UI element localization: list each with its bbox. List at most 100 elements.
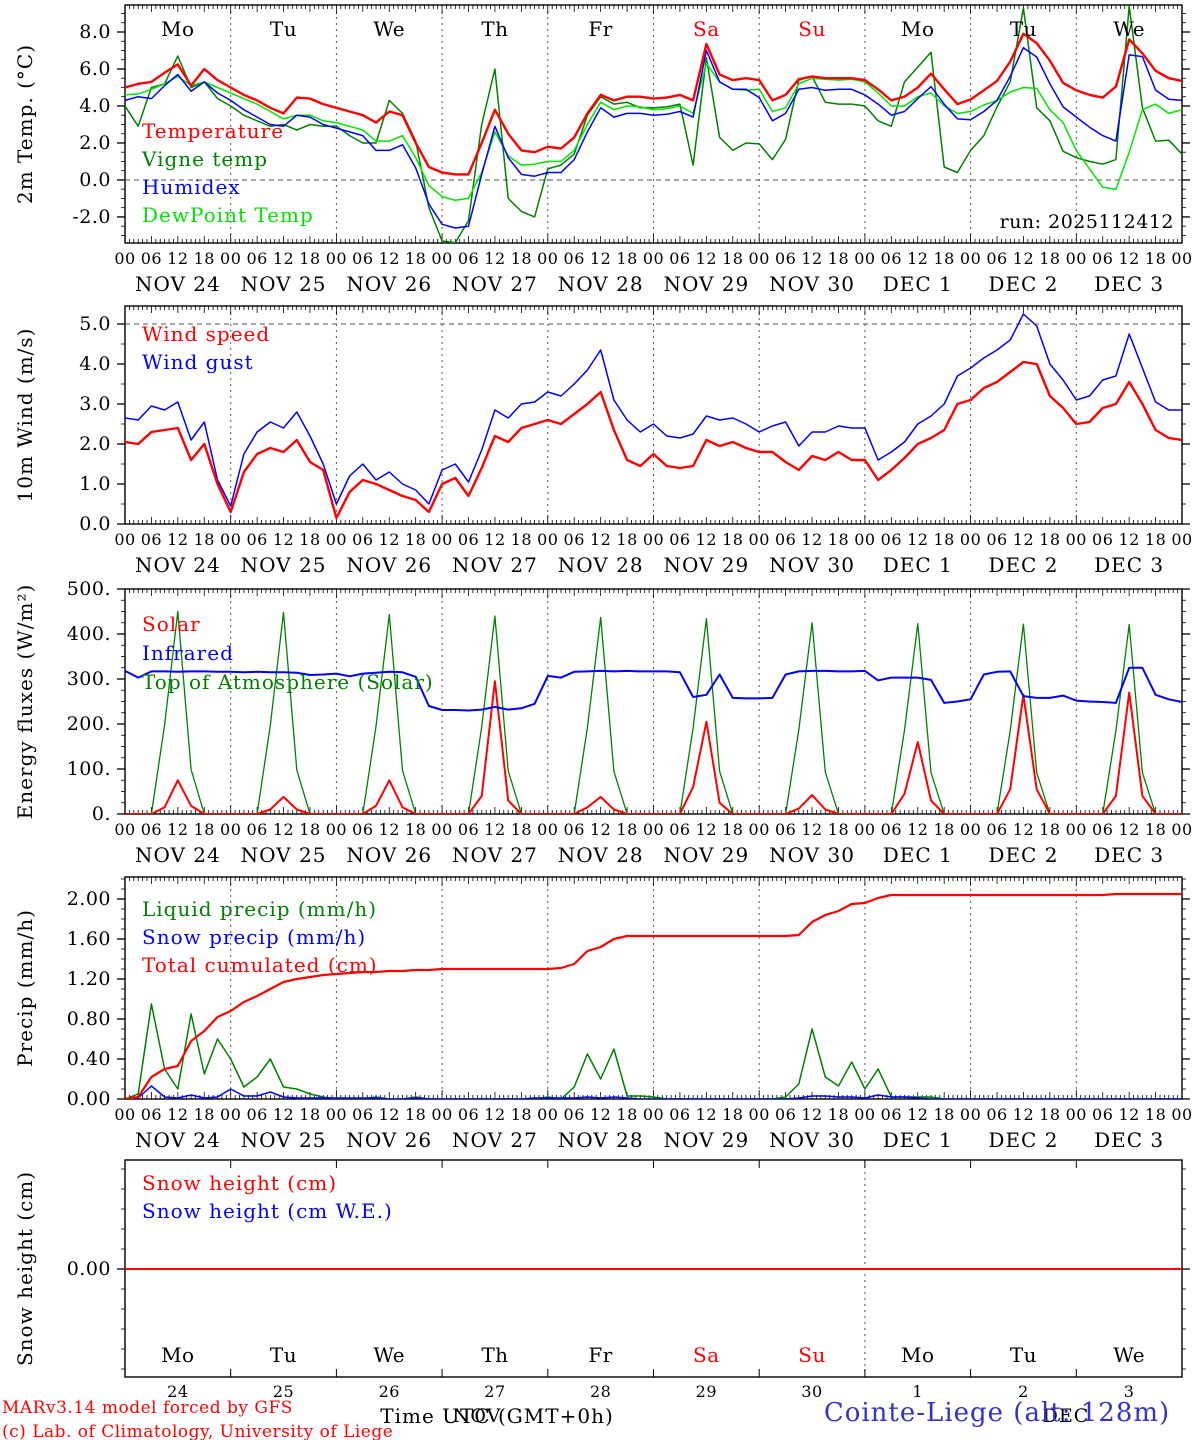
hour-label: 06 — [141, 530, 162, 549]
hour-label: 00 — [643, 820, 664, 839]
y-tick-label: 0.0 — [79, 513, 111, 535]
hour-label: 00 — [1066, 249, 1087, 268]
hour-label: 18 — [616, 820, 637, 839]
y-tick-label: 3.0 — [79, 393, 111, 415]
hour-label: 00 — [854, 530, 875, 549]
series-infrared — [125, 666, 1182, 712]
hour-label: 06 — [1092, 1105, 1113, 1124]
series-liquid-precip — [125, 1003, 1182, 1099]
hour-label: 06 — [352, 820, 373, 839]
day-number-label: 3 — [1124, 1382, 1135, 1401]
hour-label: 18 — [1145, 1105, 1166, 1124]
hour-label: 12 — [696, 530, 717, 549]
date-label: DEC 1 — [883, 272, 953, 296]
hour-label: 18 — [299, 820, 320, 839]
day-name-label: We — [1113, 17, 1145, 41]
date-label: DEC 1 — [883, 843, 953, 867]
date-label: NOV 30 — [769, 272, 855, 296]
hour-label: 18 — [1145, 820, 1166, 839]
hour-label: 12 — [1118, 820, 1139, 839]
y-axis-title: 2m Temp. (°C) — [13, 44, 37, 204]
hour-label: 18 — [405, 820, 426, 839]
hour-label: 12 — [484, 249, 505, 268]
hour-label: 18 — [616, 1105, 637, 1124]
legend-snow-height-cm-w-e-: Snow height (cm W.E.) — [142, 1199, 393, 1223]
hour-label: 18 — [405, 530, 426, 549]
hour-label: 12 — [484, 1105, 505, 1124]
legend-vigne-temp: Vigne temp — [141, 147, 268, 171]
hour-label: 00 — [431, 1105, 452, 1124]
date-label: DEC 2 — [988, 1128, 1058, 1152]
hour-label: 18 — [194, 249, 215, 268]
station-label: Cointe-Liege (alt: 128m) — [823, 1398, 1171, 1428]
hour-label: 12 — [484, 530, 505, 549]
hour-label: 00 — [960, 1105, 981, 1124]
series-wind-speed — [125, 360, 1182, 520]
hour-label: 00 — [749, 249, 770, 268]
legend-total-cumulated-cm-: Total cumulated (cm) — [142, 953, 378, 977]
hour-label: 12 — [907, 1105, 928, 1124]
hour-label: 00 — [749, 530, 770, 549]
hour-label: 18 — [933, 530, 954, 549]
legend-top-of-atmosphere-solar-: Top of Atmosphere (Solar) — [142, 670, 434, 694]
hour-label: 06 — [669, 820, 690, 839]
hour-label: 18 — [194, 820, 215, 839]
y-tick-label: 1.0 — [79, 473, 111, 495]
day-name-label: Sa — [693, 17, 720, 41]
date-label: DEC 1 — [883, 1128, 953, 1152]
y-tick-label: 0.0 — [79, 169, 111, 191]
hour-label: 06 — [669, 530, 690, 549]
hour-label: 12 — [379, 530, 400, 549]
hour-label: 18 — [1039, 249, 1060, 268]
legend-solar: Solar — [142, 612, 201, 636]
day-name-label: Tu — [1010, 1343, 1037, 1367]
hour-label: 00 — [537, 1105, 558, 1124]
hour-label: 12 — [696, 820, 717, 839]
date-label: NOV 30 — [769, 1128, 855, 1152]
hour-label: 12 — [696, 1105, 717, 1124]
hour-label: 12 — [907, 249, 928, 268]
date-label: DEC 2 — [988, 553, 1058, 577]
hour-label: 00 — [643, 1105, 664, 1124]
hour-label: 00 — [749, 1105, 770, 1124]
date-label: NOV 29 — [663, 1128, 749, 1152]
day-name-label: Fr — [588, 1343, 612, 1367]
hour-label: 12 — [273, 249, 294, 268]
hour-label: 18 — [616, 530, 637, 549]
date-label: DEC 3 — [1094, 272, 1164, 296]
hour-label: 06 — [986, 249, 1007, 268]
date-label: NOV 24 — [135, 843, 221, 867]
date-label: NOV 25 — [241, 1128, 327, 1152]
y-axis-title: Snow height (cm) — [13, 1171, 37, 1366]
hour-label: 00 — [431, 530, 452, 549]
y-tick-label: 0.00 — [67, 1258, 111, 1280]
hour-label: 12 — [1118, 249, 1139, 268]
date-label: NOV 28 — [558, 843, 644, 867]
y-tick-label: 0.40 — [67, 1048, 111, 1070]
hour-label: 18 — [828, 530, 849, 549]
hour-label: 06 — [669, 249, 690, 268]
hour-label: 06 — [352, 530, 373, 549]
date-label: NOV 26 — [346, 553, 432, 577]
hour-label: 06 — [246, 820, 267, 839]
day-name-label: Tu — [270, 17, 297, 41]
day-name-label: Th — [481, 1343, 508, 1367]
hour-label: 06 — [141, 249, 162, 268]
hour-label: 06 — [881, 530, 902, 549]
hour-label: 12 — [1118, 1105, 1139, 1124]
y-tick-label: 500. — [67, 578, 111, 600]
y-tick-label: 0.80 — [67, 1008, 111, 1030]
date-label: NOV 27 — [452, 553, 538, 577]
hour-label: 06 — [669, 1105, 690, 1124]
hour-label: 00 — [749, 820, 770, 839]
hour-label: 18 — [511, 249, 532, 268]
day-number-label: 27 — [484, 1382, 505, 1401]
hour-label: 18 — [405, 249, 426, 268]
legend-infrared: Infrared — [142, 641, 234, 665]
day-number-label: 26 — [379, 1382, 400, 1401]
hour-label: 18 — [299, 249, 320, 268]
hour-label: 12 — [801, 530, 822, 549]
day-name-label: Sa — [693, 1343, 720, 1367]
y-tick-label: 300. — [67, 668, 111, 690]
